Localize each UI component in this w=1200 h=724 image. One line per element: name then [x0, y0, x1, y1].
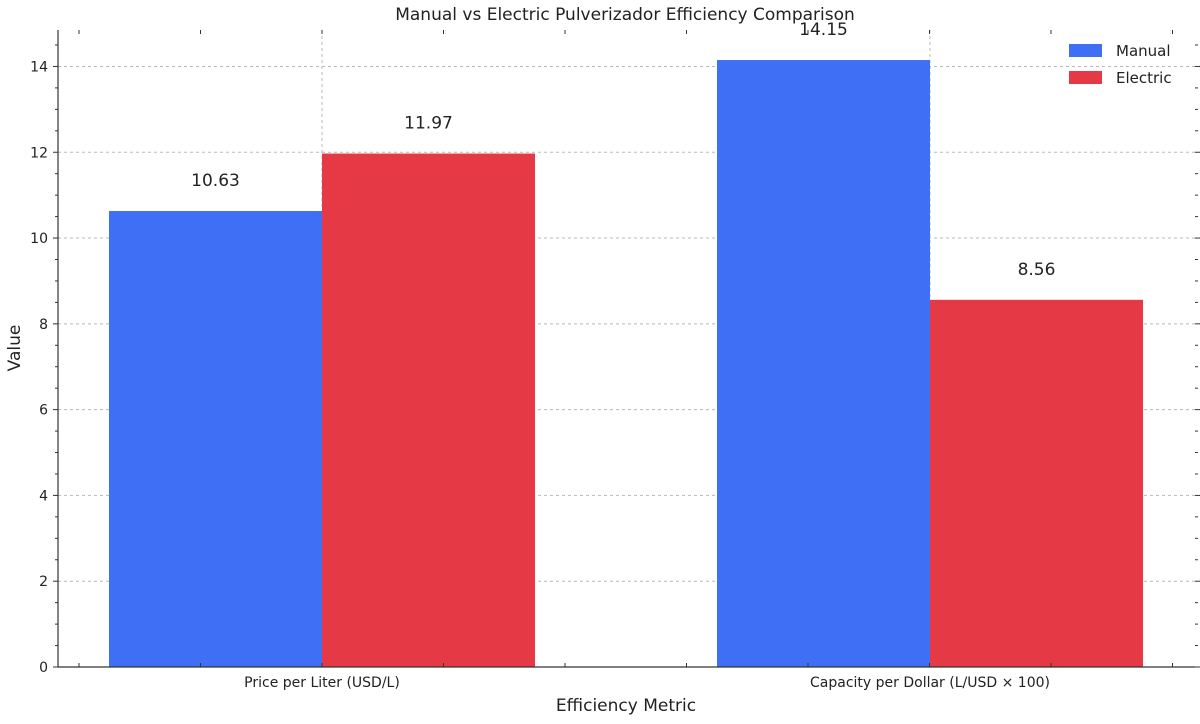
bars [109, 60, 1143, 668]
x-axis-label: Efficiency Metric [556, 696, 696, 716]
axes [53, 30, 1200, 668]
legend: Manual Electric [1069, 42, 1172, 87]
bar-value-label: 10.63 [191, 171, 240, 191]
legend-label-electric: Electric [1116, 69, 1172, 87]
x-tick-label: Price per Liter (USD/L) [244, 675, 400, 691]
y-tick-label: 12 [30, 145, 48, 161]
bar-value-label: 8.56 [1018, 260, 1056, 280]
y-tick-label: 4 [39, 488, 48, 504]
y-tick-label: 6 [39, 403, 48, 419]
y-axis-label: Value [5, 325, 25, 372]
y-tick-label: 10 [30, 231, 48, 247]
bar-electric-1 [930, 299, 1143, 667]
y-tick-label: 8 [39, 317, 48, 333]
legend-swatch-electric [1069, 71, 1102, 84]
chart-title: Manual vs Electric Pulverizador Efficien… [395, 5, 855, 25]
y-tick-label: 14 [30, 59, 48, 75]
bar-electric-0 [322, 153, 535, 667]
bar-manual-0 [109, 211, 322, 667]
bar-value-label: 11.97 [404, 114, 453, 134]
x-tick-label: Capacity per Dollar (L/USD × 100) [810, 675, 1050, 691]
legend-swatch-manual [1069, 44, 1102, 57]
tick-labels: 0 2 4 6 8 10 12 14 Price per Liter (USD/L) Capaci… [30, 59, 1050, 691]
legend-label-manual: Manual [1116, 42, 1171, 60]
y-tick-label: 0 [39, 660, 48, 676]
y-tick-label: 2 [39, 574, 48, 590]
bar-manual-1 [717, 60, 930, 668]
bar-value-labels: 10.63 14.15 11.97 8.56 [191, 20, 1055, 280]
bar-value-label: 14.15 [799, 20, 848, 40]
